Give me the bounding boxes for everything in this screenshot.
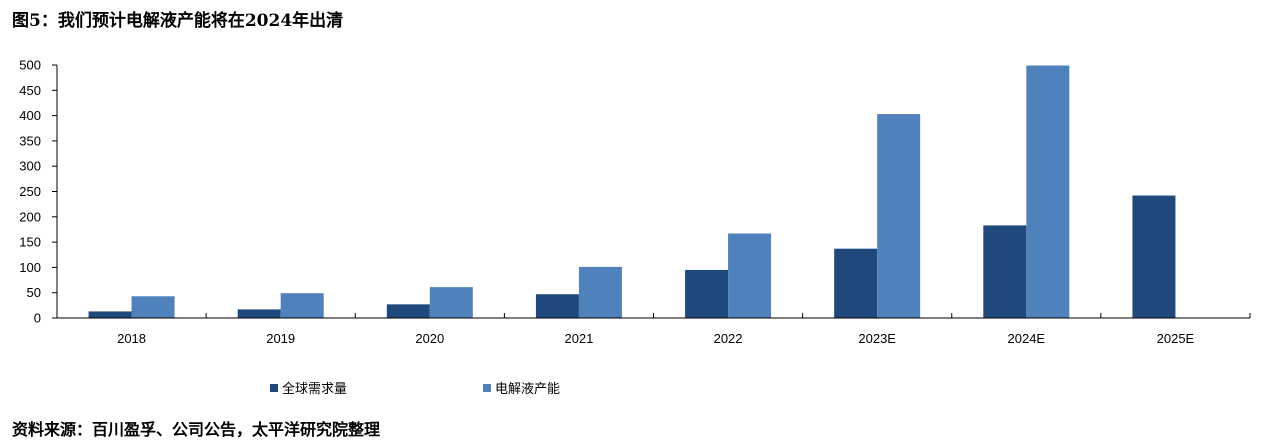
legend-label: 电解液产能 bbox=[495, 382, 560, 397]
y-tick-label: 300 bbox=[19, 159, 41, 174]
x-axis: 2018 2019 2020 2021 2022 2023E 2024E 2025E bbox=[56, 313, 1251, 346]
bars bbox=[88, 65, 1176, 318]
bar-demand-2025E bbox=[1132, 195, 1176, 318]
x-tick-label: 2022 bbox=[714, 331, 743, 346]
bar-demand-2022 bbox=[685, 269, 729, 318]
x-tick-label: 2021 bbox=[564, 331, 593, 346]
legend-label: 全球需求量 bbox=[282, 381, 347, 397]
chart-title: 图5：我们预计电解液产能将在2024年出清 bbox=[12, 11, 344, 31]
bar-demand-2018 bbox=[88, 311, 132, 318]
y-tick-label: 400 bbox=[19, 108, 41, 123]
y-tick-label: 450 bbox=[19, 83, 41, 98]
bar-demand-2021 bbox=[535, 294, 579, 318]
bar-demand-2020 bbox=[386, 304, 430, 318]
bar-demand-2023E bbox=[834, 248, 878, 318]
bar-capacity-2020 bbox=[429, 287, 473, 318]
y-tick-label: 0 bbox=[34, 311, 41, 326]
legend-swatch bbox=[270, 384, 278, 392]
x-tick-label: 2020 bbox=[415, 331, 444, 346]
bar-capacity-2024E bbox=[1026, 65, 1070, 318]
bar-capacity-2023E bbox=[877, 114, 921, 318]
bar-capacity-2021 bbox=[578, 266, 622, 318]
x-tick-label: 2023E bbox=[858, 331, 896, 346]
y-tick-label: 100 bbox=[19, 260, 41, 275]
bar-demand-2019 bbox=[237, 309, 281, 318]
y-tick-label: 200 bbox=[19, 209, 41, 224]
bar-capacity-2022 bbox=[728, 233, 772, 318]
legend: 全球需求量 电解液产能 bbox=[270, 381, 560, 397]
x-tick-label: 2024E bbox=[1008, 331, 1046, 346]
y-tick-label: 350 bbox=[19, 133, 41, 148]
y-tick-label: 500 bbox=[19, 58, 41, 73]
y-tick-label: 250 bbox=[19, 184, 41, 199]
y-tick-label: 50 bbox=[27, 285, 41, 300]
bar-capacity-2018 bbox=[131, 296, 175, 318]
legend-swatch bbox=[483, 384, 491, 392]
x-tick-label: 2018 bbox=[117, 331, 146, 346]
x-tick-label: 2019 bbox=[266, 331, 295, 346]
bar-capacity-2019 bbox=[280, 293, 324, 318]
y-axis: 0 50 100 150 200 250 300 350 400 450 500 bbox=[19, 58, 58, 326]
x-tick-label: 2025E bbox=[1157, 331, 1195, 346]
y-tick-label: 150 bbox=[19, 235, 41, 250]
bar-demand-2024E bbox=[983, 225, 1027, 318]
source-note: 资料来源：百川盈孚、公司公告，太平洋研究院整理 bbox=[12, 420, 381, 439]
